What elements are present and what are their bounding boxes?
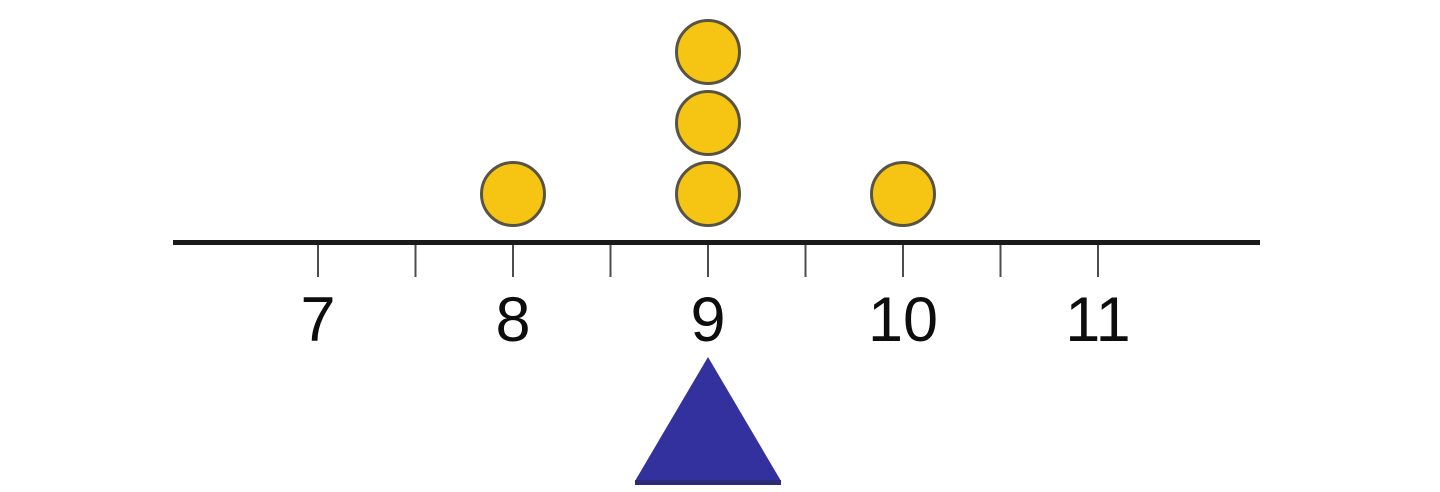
data-dot	[675, 161, 741, 227]
data-dot	[675, 90, 741, 156]
axis-tick-label: 7	[300, 285, 335, 355]
data-dot	[870, 161, 936, 227]
axis-tick-label: 10	[868, 285, 938, 355]
balance-triangle	[635, 357, 781, 481]
data-dot	[480, 161, 546, 227]
axis-tick-label: 9	[690, 285, 725, 355]
axis-tick-label: 11	[1065, 285, 1130, 355]
axis-tick-label: 8	[495, 285, 530, 355]
data-dot	[675, 19, 741, 85]
